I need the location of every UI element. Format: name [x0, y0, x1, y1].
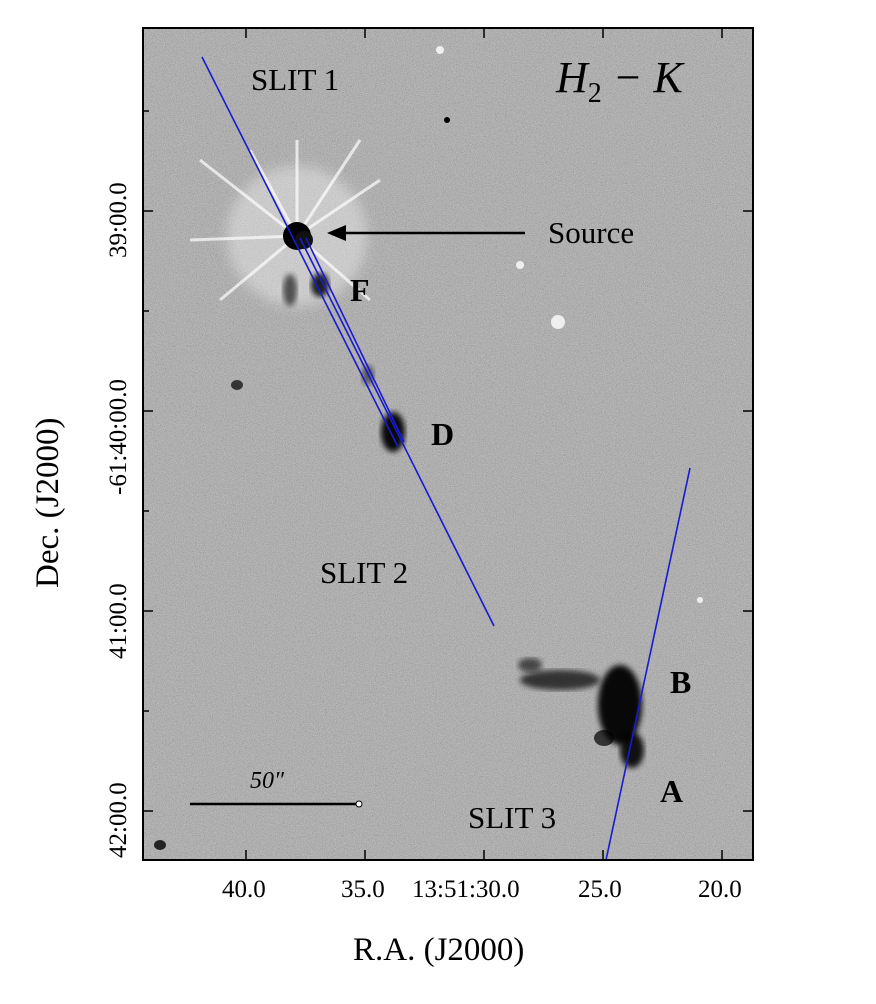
slit-2-label: SLIT 2	[320, 555, 409, 590]
slit-3-line	[605, 467, 691, 860]
x-tick-label: 35.0	[341, 876, 385, 903]
scale-bar-label: 50″	[250, 768, 284, 794]
slit-3-label: SLIT 3	[468, 800, 557, 835]
band-label-main: H	[556, 53, 588, 102]
band-label-sub: 2	[587, 77, 602, 109]
knot-label-a: A	[660, 773, 684, 809]
slit-1-line	[201, 56, 399, 448]
y-tick-label: 41:00.0	[105, 583, 132, 659]
x-axis-title: R.A. (J2000)	[353, 932, 525, 968]
emission-knots	[154, 117, 644, 850]
x-tick-label: 20.0	[698, 876, 742, 903]
band-label-tail: − K	[601, 53, 683, 102]
y-axis-title: Dec. (J2000)	[30, 417, 66, 588]
y-tick-label: 42:00.0	[105, 782, 132, 858]
knot-label-d: D	[431, 416, 455, 452]
slit-lines	[201, 56, 691, 860]
source-glare	[189, 139, 381, 306]
knot-label-f: F	[350, 272, 370, 308]
source-label: Source	[548, 215, 635, 250]
y-tick-label: -61:40:00.0	[105, 379, 132, 495]
source-arrow	[327, 225, 525, 241]
knot-label-b: B	[670, 664, 692, 700]
sky-image	[143, 28, 753, 860]
scale-bar	[190, 800, 363, 808]
x-tick-label: 40.0	[222, 876, 266, 903]
band-label: H2 − K	[556, 52, 683, 110]
x-tick-label: 25.0	[578, 876, 622, 903]
y-tick-label: 39:00.0	[105, 182, 132, 258]
x-tick-label: 13:51:30.0	[412, 876, 520, 903]
slit-2-line	[299, 237, 495, 627]
plot-frame	[142, 27, 754, 861]
slit-1-label: SLIT 1	[251, 62, 340, 97]
